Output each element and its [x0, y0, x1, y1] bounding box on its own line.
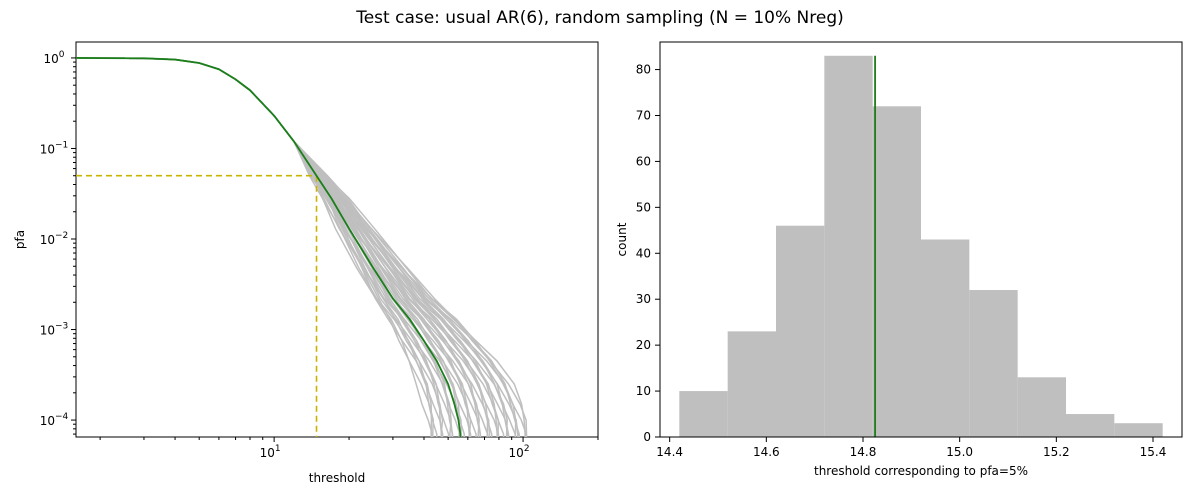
pfa-sample-curve: [76, 57, 444, 437]
pfa-plot-frame: [75, 41, 599, 438]
histogram-bar: [872, 106, 921, 438]
histogram-bar: [1017, 377, 1066, 437]
pfa-sample-curves: [76, 57, 528, 437]
histogram-bar: [776, 225, 825, 437]
pfa-y-tick-label: 10−1: [40, 140, 69, 156]
histogram-x-tick-label: 14.6: [753, 445, 780, 459]
pfa-sample-curve: [76, 57, 453, 437]
pfa-x-tick-exponent: 2: [524, 444, 530, 454]
histogram-plot-frame: [659, 41, 1183, 438]
pfa-y-axis-label: pfa: [13, 230, 27, 249]
pfa-x-tick-label: 101: [260, 444, 281, 460]
histogram-x-axis-label: threshold corresponding to pfa=5%: [814, 464, 1028, 478]
histogram-bars: [679, 55, 1163, 438]
histogram-y-tick-label: 80: [636, 63, 651, 77]
pfa-sample-curve: [76, 57, 477, 437]
histogram-bar: [824, 55, 873, 438]
pfa-mean-curve-group: [76, 57, 462, 437]
histogram-y-tick-label: 10: [636, 384, 651, 398]
pfa-y-tick-exponent: 0: [59, 50, 65, 60]
pfa-sample-curve: [76, 57, 526, 437]
histogram-bar: [921, 239, 970, 437]
histogram-y-tick-label: 30: [636, 292, 651, 306]
pfa-y-tick-exponent: −3: [55, 322, 68, 332]
histogram-y-axis-label: count: [615, 222, 629, 256]
histogram-y-tick-label: 0: [643, 430, 651, 444]
pfa-y-tick-label: 10−3: [40, 322, 69, 338]
histogram-x-tick-label: 14.8: [850, 445, 877, 459]
pfa-sample-curve: [76, 57, 461, 437]
pfa-sample-curve: [76, 57, 454, 437]
pfa-x-axis-label: threshold: [309, 471, 366, 485]
pfa-sample-curve: [76, 57, 505, 437]
pfa-sample-curve: [76, 57, 461, 437]
histogram-ticks: 14.4 14.6 14.8 15.0 15.2 15.4 0 10 20 30 40 50 60 70 8…: [636, 63, 1167, 459]
figure-title: Test case: usual AR(6), random sampling …: [356, 8, 844, 28]
histogram-x-tick-label: 15.0: [946, 445, 973, 459]
histogram-panel: 14.4 14.6 14.8 15.0 15.2 15.4 0 10 20 30 40 50 60 70 8…: [615, 41, 1183, 478]
pfa-sample-curve: [76, 57, 520, 437]
histogram-x-tick-label: 14.4: [656, 445, 683, 459]
histogram-x-tick-label: 15.2: [1043, 445, 1070, 459]
histogram-x-tick-label: 15.4: [1140, 445, 1167, 459]
pfa-reference-lines: [76, 174, 318, 437]
histogram-bar: [679, 391, 728, 437]
histogram-bar: [969, 290, 1018, 437]
pfa-y-tick-exponent: −1: [55, 140, 68, 150]
histogram-bar: [1114, 423, 1163, 437]
pfa-sample-curve: [76, 57, 491, 437]
pfa-sample-curve: [76, 57, 452, 437]
pfa-y-tick-exponent: −2: [55, 231, 68, 241]
pfa-sample-curve: [76, 57, 462, 437]
histogram-y-tick-label: 40: [636, 246, 651, 260]
pfa-y-tick-exponent: −4: [55, 412, 69, 422]
pfa-x-tick-label: 102: [509, 444, 530, 460]
pfa-y-tick-label: 10−4: [40, 412, 69, 428]
pfa-x-tick-exponent: 1: [275, 444, 281, 454]
histogram-bar: [727, 331, 776, 437]
histogram-bar: [1066, 414, 1115, 437]
histogram-y-tick-label: 50: [636, 200, 651, 214]
pfa-y-tick-label: 100: [43, 50, 64, 66]
pfa-sample-curve: [76, 57, 450, 437]
pfa-mean-curve: [76, 57, 462, 437]
pfa-sample-curve: [76, 57, 465, 437]
histogram-y-tick-label: 60: [636, 154, 651, 168]
histogram-y-tick-label: 70: [636, 108, 651, 122]
histogram-y-tick-label: 20: [636, 338, 651, 352]
pfa-y-tick-label: 10−2: [40, 231, 69, 247]
